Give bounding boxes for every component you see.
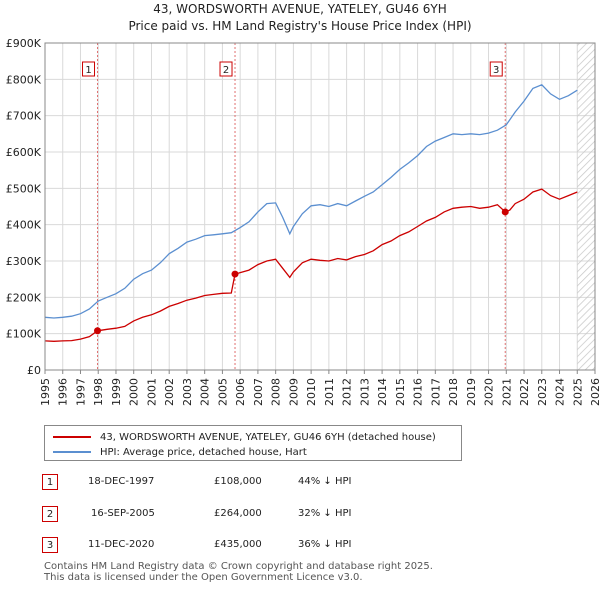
transaction-price: £264,000 [214, 508, 262, 519]
forecast-hatch [577, 43, 595, 370]
x-tick-label: 2019 [465, 378, 478, 406]
transaction-hpi: 44% ↓ HPI [298, 476, 352, 487]
x-tick-label: 2004 [199, 378, 212, 406]
table-row: 2 16-SEP-2005 £264,000 32% ↓ HPI [42, 506, 442, 526]
x-tick-label: 2005 [216, 378, 229, 406]
x-tick-label: 2016 [412, 378, 425, 406]
plot-border [44, 42, 596, 371]
legend-swatch-property [53, 436, 91, 438]
y-tick-label: £200K [6, 291, 42, 304]
x-tick-label: 2015 [394, 378, 407, 406]
x-tick-label: 2025 [571, 378, 584, 406]
transaction-price: £108,000 [214, 476, 262, 487]
sale-label-box [489, 61, 503, 77]
sale-point [231, 270, 239, 278]
x-tick-label: 2002 [163, 378, 176, 406]
sale-point [501, 208, 509, 216]
x-tick-label: 2007 [252, 378, 265, 406]
x-tick-label: 2011 [323, 378, 336, 406]
x-tick-label: 1996 [57, 378, 70, 406]
legend-swatch-hpi [53, 451, 91, 453]
x-tick-label: 2017 [429, 378, 442, 406]
footer-copyright: Contains HM Land Registry data © Crown c… [44, 561, 433, 572]
y-tick-label: £500K [6, 182, 42, 195]
sale-label-text: 1 [85, 65, 91, 76]
chart-subtitle: Price paid vs. HM Land Registry's House … [128, 19, 471, 33]
transaction-number: 1 [42, 474, 58, 490]
y-tick-label: £600K [6, 146, 42, 159]
x-tick-label: 2012 [341, 378, 354, 406]
sale-label-box [219, 61, 233, 77]
y-tick-label: £300K [6, 255, 42, 268]
transaction-date: 11-DEC-2020 [88, 539, 155, 550]
y-tick-label: £900K [6, 37, 42, 50]
table-row: 3 11-DEC-2020 £435,000 36% ↓ HPI [42, 537, 442, 557]
sale-label-box [82, 61, 96, 77]
x-tick-label: 2023 [536, 378, 549, 406]
sale-markers: 1 2 3 [82, 61, 509, 335]
y-tick-label: £100K [6, 328, 42, 341]
y-tick-label: £400K [6, 219, 42, 232]
legend-label-hpi: HPI: Average price, detached house, Hart [100, 446, 307, 458]
transaction-date: 16-SEP-2005 [91, 508, 155, 519]
transaction-hpi: 32% ↓ HPI [298, 508, 352, 519]
y-tick-label: £0 [27, 364, 41, 377]
plot-area [45, 43, 595, 370]
sale-label-text: 2 [223, 65, 229, 76]
x-tick-label: 2014 [376, 378, 389, 406]
x-tick-label: 1995 [39, 378, 52, 406]
table-row: 1 18-DEC-1997 £108,000 44% ↓ HPI [42, 474, 442, 494]
x-tick-label: 2001 [145, 378, 158, 406]
x-tick-label: 2018 [447, 378, 460, 406]
transaction-number: 2 [42, 506, 58, 522]
x-tick-label: 2006 [234, 378, 247, 406]
chart-title: 43, WORDSWORTH AVENUE, YATELEY, GU46 6YH [153, 2, 447, 16]
price-chart: 43, WORDSWORTH AVENUE, YATELEY, GU46 6YH… [6, 2, 600, 406]
x-tick-label: 1999 [110, 378, 123, 406]
sale-vlines [97, 43, 506, 370]
x-tick-label: 1997 [74, 378, 87, 406]
x-axis-ticks: 1995 1996 1997 1998 1999 2000 2001 2002 2003 2004… [39, 370, 600, 406]
x-tick-label: 2009 [287, 378, 300, 406]
x-tick-label: 2003 [181, 378, 194, 406]
x-tick-label: 2026 [589, 378, 600, 406]
x-tick-label: 2008 [270, 378, 283, 406]
property-series-line [44, 188, 578, 342]
hpi-series-line [44, 84, 578, 319]
sale-point [94, 327, 102, 335]
transaction-price: £435,000 [214, 539, 262, 550]
transaction-date: 18-DEC-1997 [88, 476, 155, 487]
x-tick-label: 2013 [358, 378, 371, 406]
footer-licence: This data is licensed under the Open Gov… [44, 572, 363, 583]
y-axis-ticks: £0 £100K £200K £300K £400K £500K £600K £700K £80… [6, 37, 42, 377]
x-tick-label: 2024 [554, 378, 567, 406]
legend: 43, WORDSWORTH AVENUE, YATELEY, GU46 6YH… [44, 425, 462, 461]
x-tick-label: 2021 [500, 378, 513, 406]
footer: Contains HM Land Registry data © Crown c… [44, 561, 433, 583]
x-tick-label: 2010 [305, 378, 318, 406]
transaction-hpi: 36% ↓ HPI [298, 539, 352, 550]
legend-label-property: 43, WORDSWORTH AVENUE, YATELEY, GU46 6YH… [100, 431, 436, 443]
x-tick-label: 2022 [518, 378, 531, 406]
legend-item-hpi: HPI: Average price, detached house, Hart [53, 445, 307, 459]
transaction-number: 3 [42, 537, 58, 553]
y-tick-label: £700K [6, 110, 42, 123]
x-tick-label: 2020 [483, 378, 496, 406]
sale-label-text: 3 [493, 65, 499, 76]
x-tick-label: 1998 [92, 378, 105, 406]
x-tick-label: 2000 [128, 378, 141, 406]
y-tick-label: £800K [6, 73, 42, 86]
legend-item-property: 43, WORDSWORTH AVENUE, YATELEY, GU46 6YH… [53, 430, 436, 444]
